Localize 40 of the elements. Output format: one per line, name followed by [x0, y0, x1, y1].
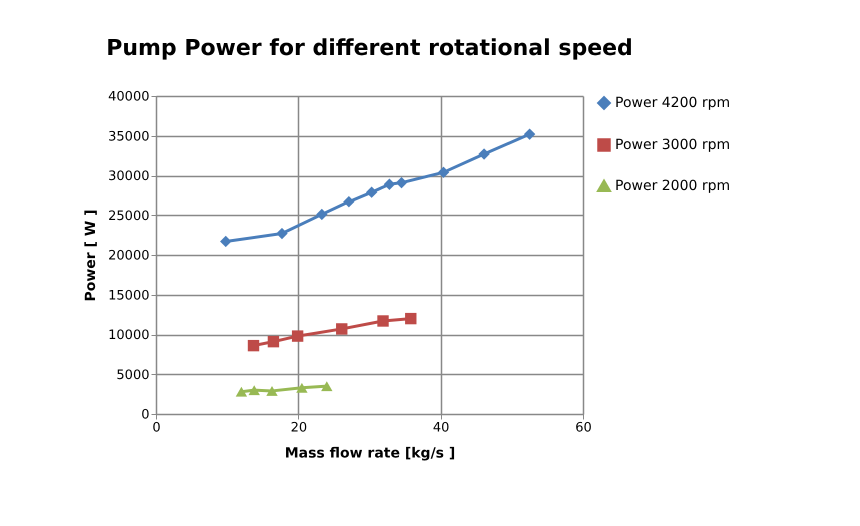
point — [236, 386, 248, 397]
point — [276, 228, 288, 240]
y-tick-label: 35000 — [108, 129, 150, 144]
point — [366, 186, 378, 198]
x-axis-title: Mass flow rate [kg/s ] — [284, 446, 456, 462]
x-tick-label: 0 — [152, 420, 161, 436]
point — [478, 148, 490, 160]
point — [396, 176, 408, 188]
y-axis-title: Power [ W ] — [83, 209, 100, 302]
legend-label: Power 2000 rpm — [615, 178, 730, 194]
legend-label: Power 4200 rpm — [615, 95, 730, 111]
point — [384, 178, 396, 190]
y-tick-label: 15000 — [108, 288, 150, 304]
y-tick-label: 20000 — [108, 248, 150, 264]
x-tick-label: 40 — [432, 420, 450, 436]
point — [316, 208, 328, 220]
point — [220, 236, 232, 248]
point — [377, 315, 389, 327]
y-tick-label: 5000 — [116, 368, 150, 383]
point — [321, 381, 332, 392]
point — [405, 312, 416, 324]
point — [248, 340, 260, 352]
point — [268, 336, 280, 348]
point — [296, 382, 308, 393]
point — [438, 166, 450, 178]
y-tick-label: 0 — [141, 408, 150, 422]
point — [248, 385, 260, 396]
chart-title: Pump Power for different rotational speed — [106, 36, 633, 61]
y-tick-label: 10000 — [108, 328, 150, 343]
y-tick-label: 30000 — [108, 169, 150, 184]
point — [343, 196, 355, 208]
point — [266, 386, 278, 396]
point — [336, 323, 348, 335]
y-tick-label: 40000 — [108, 90, 150, 104]
point — [292, 330, 304, 342]
y-tick-label: 25000 — [108, 208, 150, 224]
x-tick-label: 20 — [290, 420, 308, 436]
x-tick-label: 60 — [575, 420, 592, 436]
point — [524, 128, 536, 140]
legend-label: Power 3000 rpm — [615, 137, 730, 153]
